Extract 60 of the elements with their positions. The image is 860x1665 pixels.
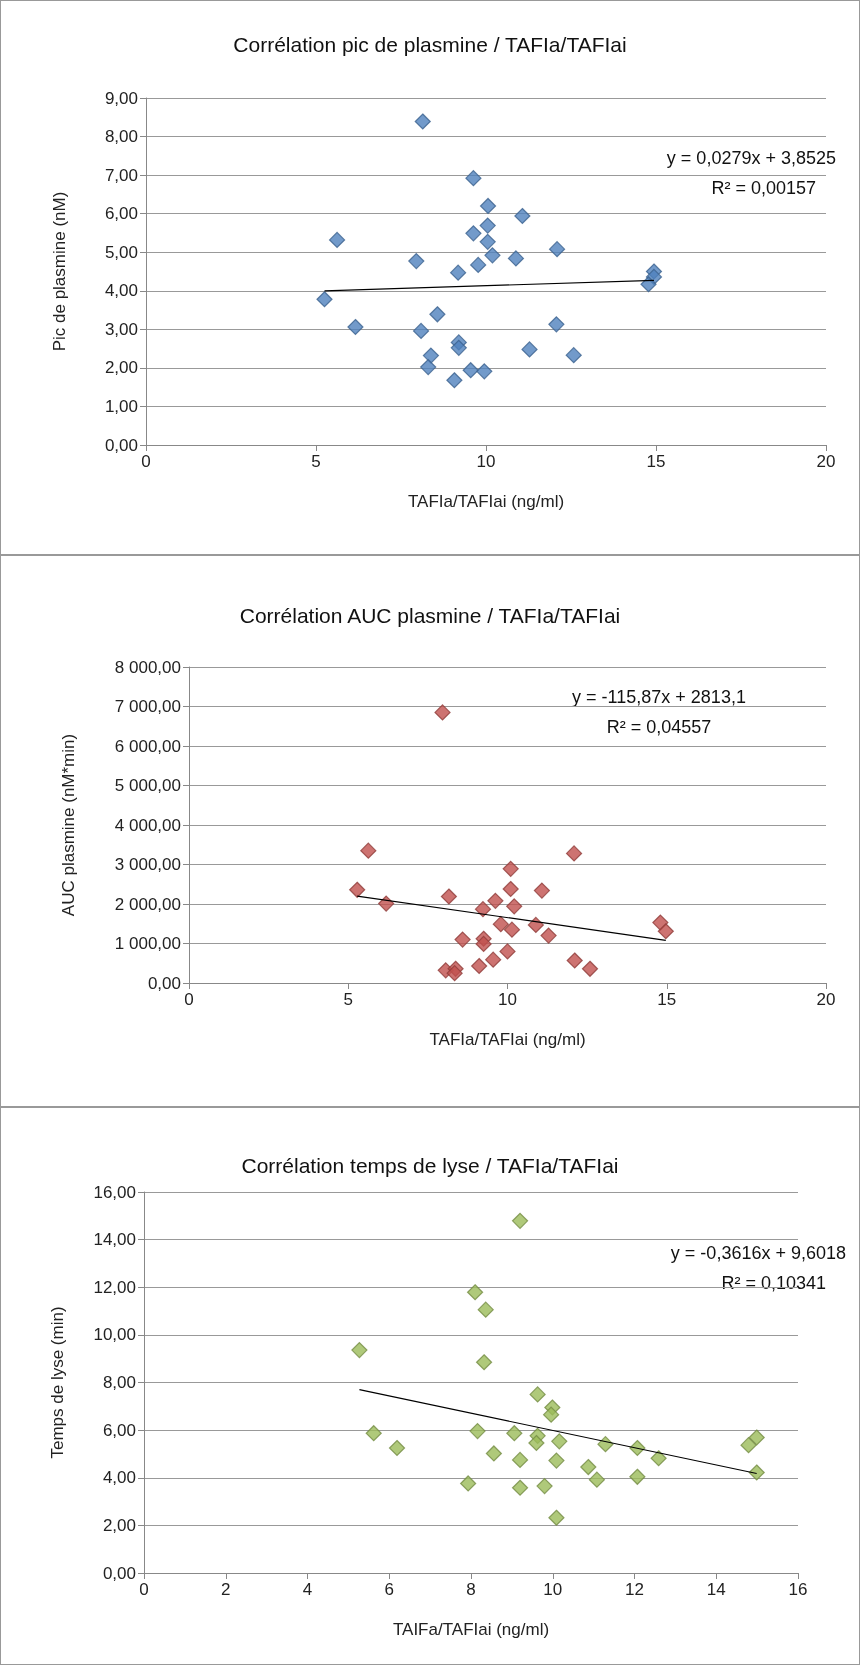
x-axis-title: TAFIa/TAFIai (ng/ml) — [429, 1030, 586, 1049]
y-tick-label: 2 000,00 — [114, 894, 181, 914]
y-tick-label: 16,00 — [93, 1182, 136, 1202]
y-tick-label: 5 000,00 — [114, 776, 181, 795]
y-tick-label: 2,00 — [104, 358, 138, 378]
chart-title: Corrélation pic de plasmine / TAFIa/TAFIai — [233, 33, 627, 56]
y-tick-label: 7,00 — [104, 165, 138, 185]
x-tick-label: 5 — [311, 452, 321, 471]
chart-title: Corrélation temps de lyse / TAFIa/TAFIai — [241, 1154, 619, 1177]
y-tick-label: 10,00 — [93, 1325, 136, 1345]
x-tick-label: 15 — [657, 990, 677, 1009]
y-tick-label: 4 000,00 — [114, 815, 181, 835]
y-axis-title: AUC plasmine (nM*min) — [59, 733, 78, 917]
x-axis-title: TAIFa/TAFIai (ng/ml) — [392, 1620, 550, 1639]
y-axis-title: Temps de lyse (min) — [48, 1306, 67, 1459]
x-tick-label: 16 — [788, 1580, 808, 1599]
x-tick-label: 0 — [141, 452, 151, 471]
x-tick-label: 10 — [543, 1580, 563, 1599]
y-tick-label: 4,00 — [102, 1468, 136, 1488]
x-axis-title: TAFIa/TAFIai (ng/ml) — [407, 492, 565, 511]
y-tick-label: 4,00 — [104, 281, 138, 301]
x-tick-label: 6 — [384, 1580, 394, 1599]
y-tick-label: 8,00 — [104, 127, 138, 147]
y-tick-label: 8,00 — [102, 1373, 136, 1392]
x-tick-label: 10 — [476, 452, 496, 471]
y-tick-label: 0,00 — [102, 1563, 136, 1583]
y-axis-title: Pic de plasmine (nM) — [50, 191, 69, 352]
y-tick-label: 0,00 — [104, 435, 138, 455]
y-tick-label: 5,00 — [104, 242, 138, 262]
x-tick-label: 20 — [816, 452, 836, 471]
annotation: R² = 0,00157 — [711, 178, 816, 198]
x-tick-label: 20 — [816, 990, 836, 1009]
y-tick-label: 3,00 — [104, 319, 138, 339]
x-tick-label: 2 — [221, 1580, 231, 1599]
annotation: y = -0,3616x + 9,6018 — [670, 1243, 846, 1263]
y-tick-label: 9,00 — [104, 88, 138, 108]
x-tick-label: 5 — [343, 990, 353, 1009]
x-tick-label: 14 — [706, 1580, 726, 1599]
x-tick-label: 8 — [466, 1580, 476, 1599]
chart-title: Corrélation AUC plasmine / TAFIa/TAFIai — [239, 604, 621, 627]
x-tick-label: 15 — [646, 452, 666, 471]
x-tick-label: 10 — [498, 990, 517, 1009]
x-tick-label: 12 — [625, 1580, 644, 1599]
y-tick-label: 3 000,00 — [114, 855, 181, 874]
y-tick-label: 6,00 — [104, 204, 138, 224]
y-tick-label: 6,00 — [102, 1420, 136, 1440]
y-tick-label: 8 000,00 — [114, 657, 181, 677]
y-tick-label: 6 000,00 — [114, 736, 181, 756]
y-tick-label: 12,00 — [93, 1277, 136, 1297]
annotation: R² = 0,04557 — [606, 717, 712, 737]
y-tick-label: 2,00 — [102, 1515, 136, 1535]
y-tick-label: 1,00 — [104, 396, 138, 416]
x-tick-label: 0 — [184, 990, 194, 1009]
x-tick-label: 0 — [139, 1580, 149, 1599]
y-tick-label: 14,00 — [93, 1230, 136, 1250]
y-tick-label: 0,00 — [147, 973, 181, 993]
y-tick-label: 7 000,00 — [114, 697, 181, 716]
x-tick-label: 4 — [302, 1580, 313, 1599]
annotation: y = 0,0279x + 3,8525 — [666, 148, 836, 168]
y-tick-label: 1 000,00 — [114, 934, 181, 953]
